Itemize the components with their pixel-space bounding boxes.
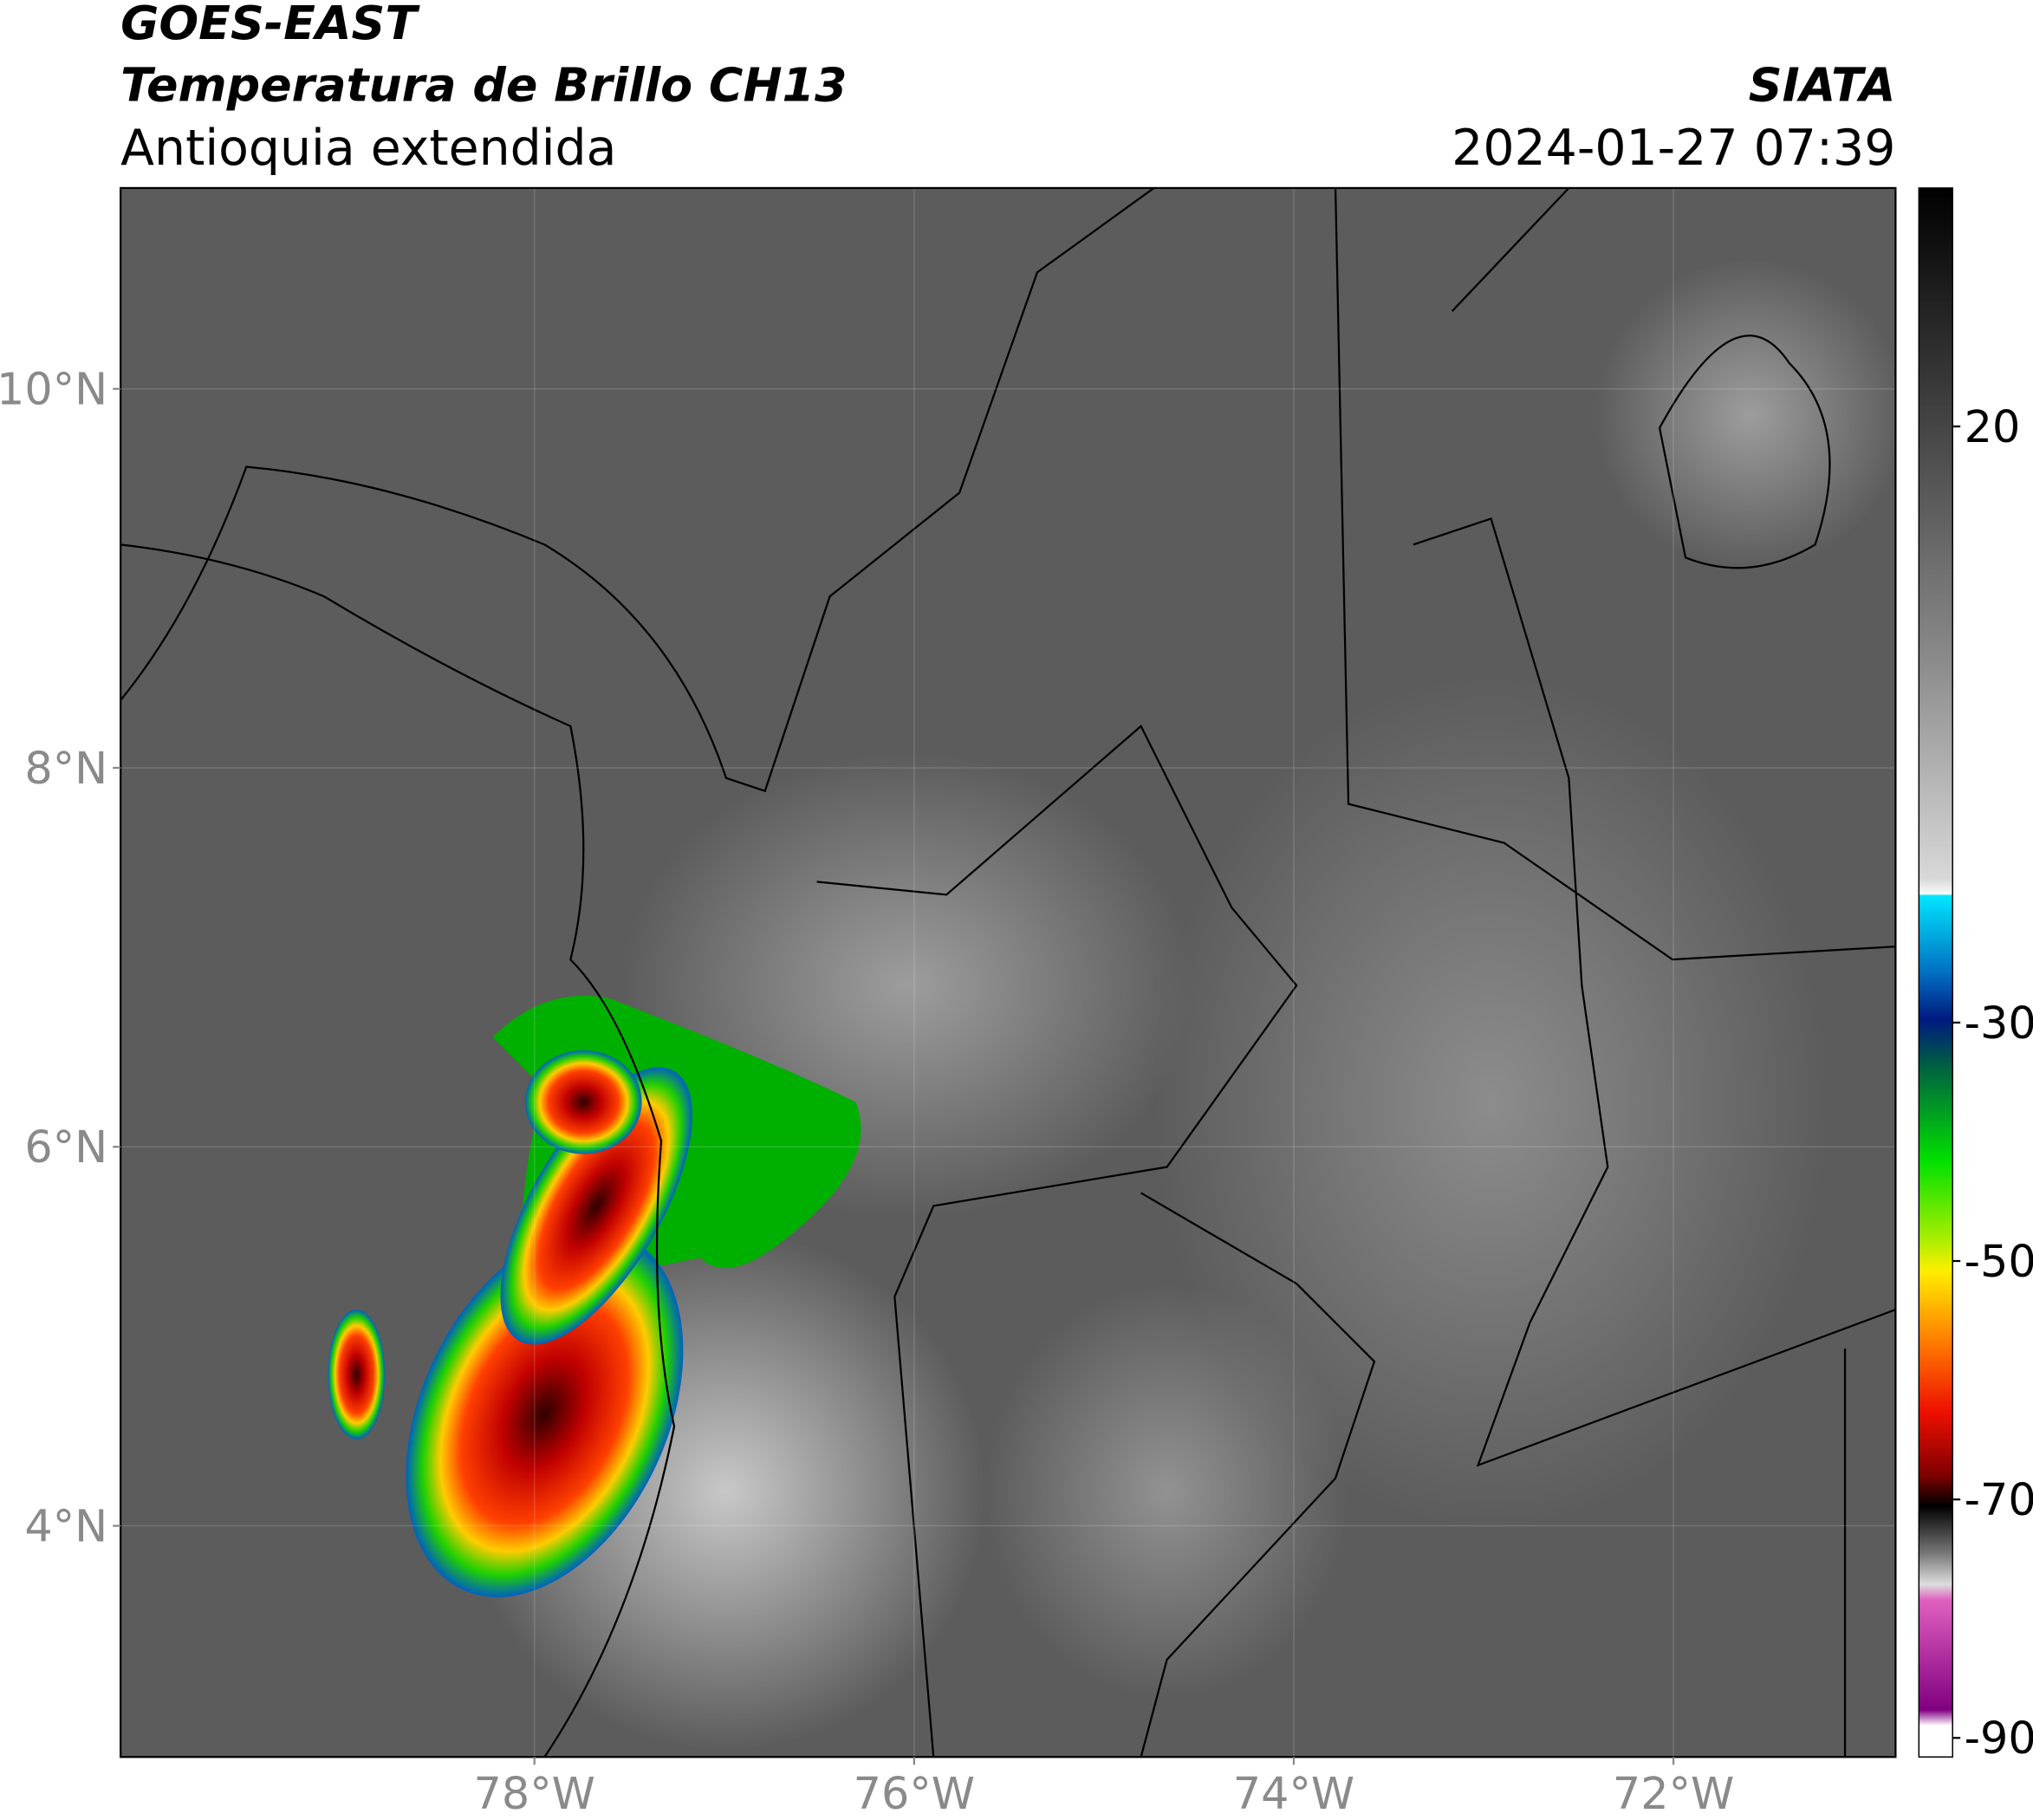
colorbar-tick-label: 20 [1965,401,2021,452]
x-tick-label: 72°W [1613,1768,1734,1819]
source: SIATA [1749,58,1896,113]
x-tick-label: 78°W [473,1768,594,1819]
y-tick-label: 10°N [0,364,107,415]
region: Antioquia extendida [120,120,616,177]
colorbar-tick-label: -90 [1965,1713,2033,1764]
datetime: 2024-01-27 07:39 [1452,120,1895,177]
y-tick-label: 6°N [24,1121,107,1173]
satellite: GOES-EAST [120,0,420,50]
graticule [120,187,1896,1758]
colorbar-tick-label: -30 [1965,998,2033,1049]
y-tick-label: 8°N [24,743,107,794]
x-tick-label: 74°W [1233,1768,1354,1819]
y-tick-label: 4°N [24,1500,107,1551]
colorbar-tick-label: -70 [1965,1474,2033,1525]
x-tick-label: 76°W [854,1768,975,1819]
colorbar-tick-label: -50 [1965,1236,2033,1287]
colorbar [1918,187,1953,1758]
map-image [120,187,1896,1758]
product: Temperatura de Brillo CH13 [120,58,847,113]
map-frame [120,186,1897,1758]
